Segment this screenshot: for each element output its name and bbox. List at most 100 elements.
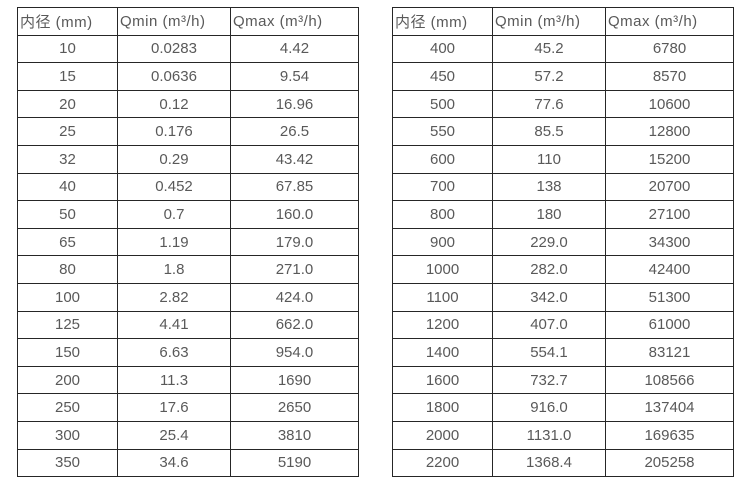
table-cell: 732.7 bbox=[492, 365, 606, 395]
table-cell: 100 bbox=[17, 282, 118, 312]
table-row: 400 45.2 6780 bbox=[392, 34, 734, 64]
table-cell: 10600 bbox=[605, 89, 734, 119]
table-cell: 51300 bbox=[605, 282, 734, 312]
table-cell: 400 bbox=[392, 34, 493, 64]
table-cell: 1000 bbox=[392, 255, 493, 284]
table-cell: 550 bbox=[392, 117, 493, 146]
table-cell: 1200 bbox=[392, 310, 493, 340]
table-cell: 900 bbox=[392, 227, 493, 257]
table-cell: 169635 bbox=[605, 420, 734, 450]
table-cell: 250 bbox=[17, 393, 118, 422]
table-cell: 160.0 bbox=[230, 200, 359, 229]
table-cell: 138 bbox=[492, 172, 606, 202]
table-row: 15 0.0636 9.54 bbox=[17, 62, 359, 91]
table-body: 400 45.2 6780 450 57.2 8570 500 77.6 10600 550 85.… bbox=[392, 34, 734, 478]
table-row: 1400 554.1 83121 bbox=[392, 338, 734, 367]
table-row: 25 0.176 26.5 bbox=[17, 117, 359, 146]
table-cell: 5190 bbox=[230, 448, 359, 478]
table-cell: 10 bbox=[17, 34, 118, 64]
header-row: 内径 (mm) Qmin (m³/h) Qmax (m³/h) bbox=[17, 7, 359, 36]
table-cell: 50 bbox=[17, 200, 118, 229]
table-row: 900 229.0 34300 bbox=[392, 227, 734, 257]
table-row: 2000 1131.0 169635 bbox=[392, 420, 734, 450]
table-cell: 32 bbox=[17, 144, 118, 174]
table-cell: 229.0 bbox=[492, 227, 606, 257]
column-header: 内径 (mm) bbox=[392, 7, 493, 36]
table-cell: 1800 bbox=[392, 393, 493, 422]
table-cell: 0.12 bbox=[117, 89, 231, 119]
table-row: 125 4.41 662.0 bbox=[17, 310, 359, 340]
table-cell: 26.5 bbox=[230, 117, 359, 146]
column-header: Qmax (m³/h) bbox=[230, 7, 359, 36]
table-cell: 83121 bbox=[605, 338, 734, 367]
table-cell: 65 bbox=[17, 227, 118, 257]
table-cell: 0.0283 bbox=[117, 34, 231, 64]
table-cell: 17.6 bbox=[117, 393, 231, 422]
table-cell: 80 bbox=[17, 255, 118, 284]
table-row: 65 1.19 179.0 bbox=[17, 227, 359, 257]
table-cell: 25.4 bbox=[117, 420, 231, 450]
table-cell: 0.0636 bbox=[117, 62, 231, 91]
table-cell: 2.82 bbox=[117, 282, 231, 312]
column-header: 内径 (mm) bbox=[17, 7, 118, 36]
table-cell: 6780 bbox=[605, 34, 734, 64]
table-cell: 1.8 bbox=[117, 255, 231, 284]
table-row: 10 0.0283 4.42 bbox=[17, 34, 359, 64]
table-cell: 424.0 bbox=[230, 282, 359, 312]
table-cell: 0.7 bbox=[117, 200, 231, 229]
table-cell: 150 bbox=[17, 338, 118, 367]
table-cell: 15200 bbox=[605, 144, 734, 174]
table-cell: 1100 bbox=[392, 282, 493, 312]
table-cell: 700 bbox=[392, 172, 493, 202]
table-cell: 1690 bbox=[230, 365, 359, 395]
flow-spec-table-large-diameters: 内径 (mm) Qmin (m³/h) Qmax (m³/h) 400 45.2 678… bbox=[392, 7, 734, 478]
table-header-row: 内径 (mm) Qmin (m³/h) Qmax (m³/h) bbox=[17, 7, 359, 36]
table-row: 2200 1368.4 205258 bbox=[392, 448, 734, 478]
table-cell: 57.2 bbox=[492, 62, 606, 91]
table-cell: 42400 bbox=[605, 255, 734, 284]
table-row: 250 17.6 2650 bbox=[17, 393, 359, 422]
table-cell: 0.176 bbox=[117, 117, 231, 146]
table-row: 40 0.452 67.85 bbox=[17, 172, 359, 202]
table-cell: 0.29 bbox=[117, 144, 231, 174]
table-row: 1200 407.0 61000 bbox=[392, 310, 734, 340]
table-cell: 2200 bbox=[392, 448, 493, 478]
table-cell: 137404 bbox=[605, 393, 734, 422]
table-row: 1800 916.0 137404 bbox=[392, 393, 734, 422]
table-row: 20 0.12 16.96 bbox=[17, 89, 359, 119]
table-cell: 25 bbox=[17, 117, 118, 146]
table-cell: 11.3 bbox=[117, 365, 231, 395]
table-cell: 450 bbox=[392, 62, 493, 91]
table-row: 700 138 20700 bbox=[392, 172, 734, 202]
table-cell: 1400 bbox=[392, 338, 493, 367]
table-cell: 500 bbox=[392, 89, 493, 119]
table-cell: 110 bbox=[492, 144, 606, 174]
table-cell: 271.0 bbox=[230, 255, 359, 284]
table-cell: 15 bbox=[17, 62, 118, 91]
table-row: 150 6.63 954.0 bbox=[17, 338, 359, 367]
table-row: 500 77.6 10600 bbox=[392, 89, 734, 119]
table-row: 100 2.82 424.0 bbox=[17, 282, 359, 312]
table-row: 800 180 27100 bbox=[392, 200, 734, 229]
table-cell: 342.0 bbox=[492, 282, 606, 312]
table-body: 10 0.0283 4.42 15 0.0636 9.54 20 0.12 16.96 25 0.1… bbox=[17, 34, 359, 478]
table-cell: 125 bbox=[17, 310, 118, 340]
table-cell: 800 bbox=[392, 200, 493, 229]
table-cell: 77.6 bbox=[492, 89, 606, 119]
table-cell: 554.1 bbox=[492, 338, 606, 367]
table-cell: 0.452 bbox=[117, 172, 231, 202]
table-cell: 2650 bbox=[230, 393, 359, 422]
table-cell: 1131.0 bbox=[492, 420, 606, 450]
table-cell: 43.42 bbox=[230, 144, 359, 174]
table-cell: 1600 bbox=[392, 365, 493, 395]
table-cell: 282.0 bbox=[492, 255, 606, 284]
header-row: 内径 (mm) Qmin (m³/h) Qmax (m³/h) bbox=[392, 7, 734, 36]
table-cell: 407.0 bbox=[492, 310, 606, 340]
table-row: 32 0.29 43.42 bbox=[17, 144, 359, 174]
table-cell: 108566 bbox=[605, 365, 734, 395]
column-header: Qmin (m³/h) bbox=[117, 7, 231, 36]
table-cell: 2000 bbox=[392, 420, 493, 450]
table-cell: 200 bbox=[17, 365, 118, 395]
table-cell: 180 bbox=[492, 200, 606, 229]
table-cell: 67.85 bbox=[230, 172, 359, 202]
